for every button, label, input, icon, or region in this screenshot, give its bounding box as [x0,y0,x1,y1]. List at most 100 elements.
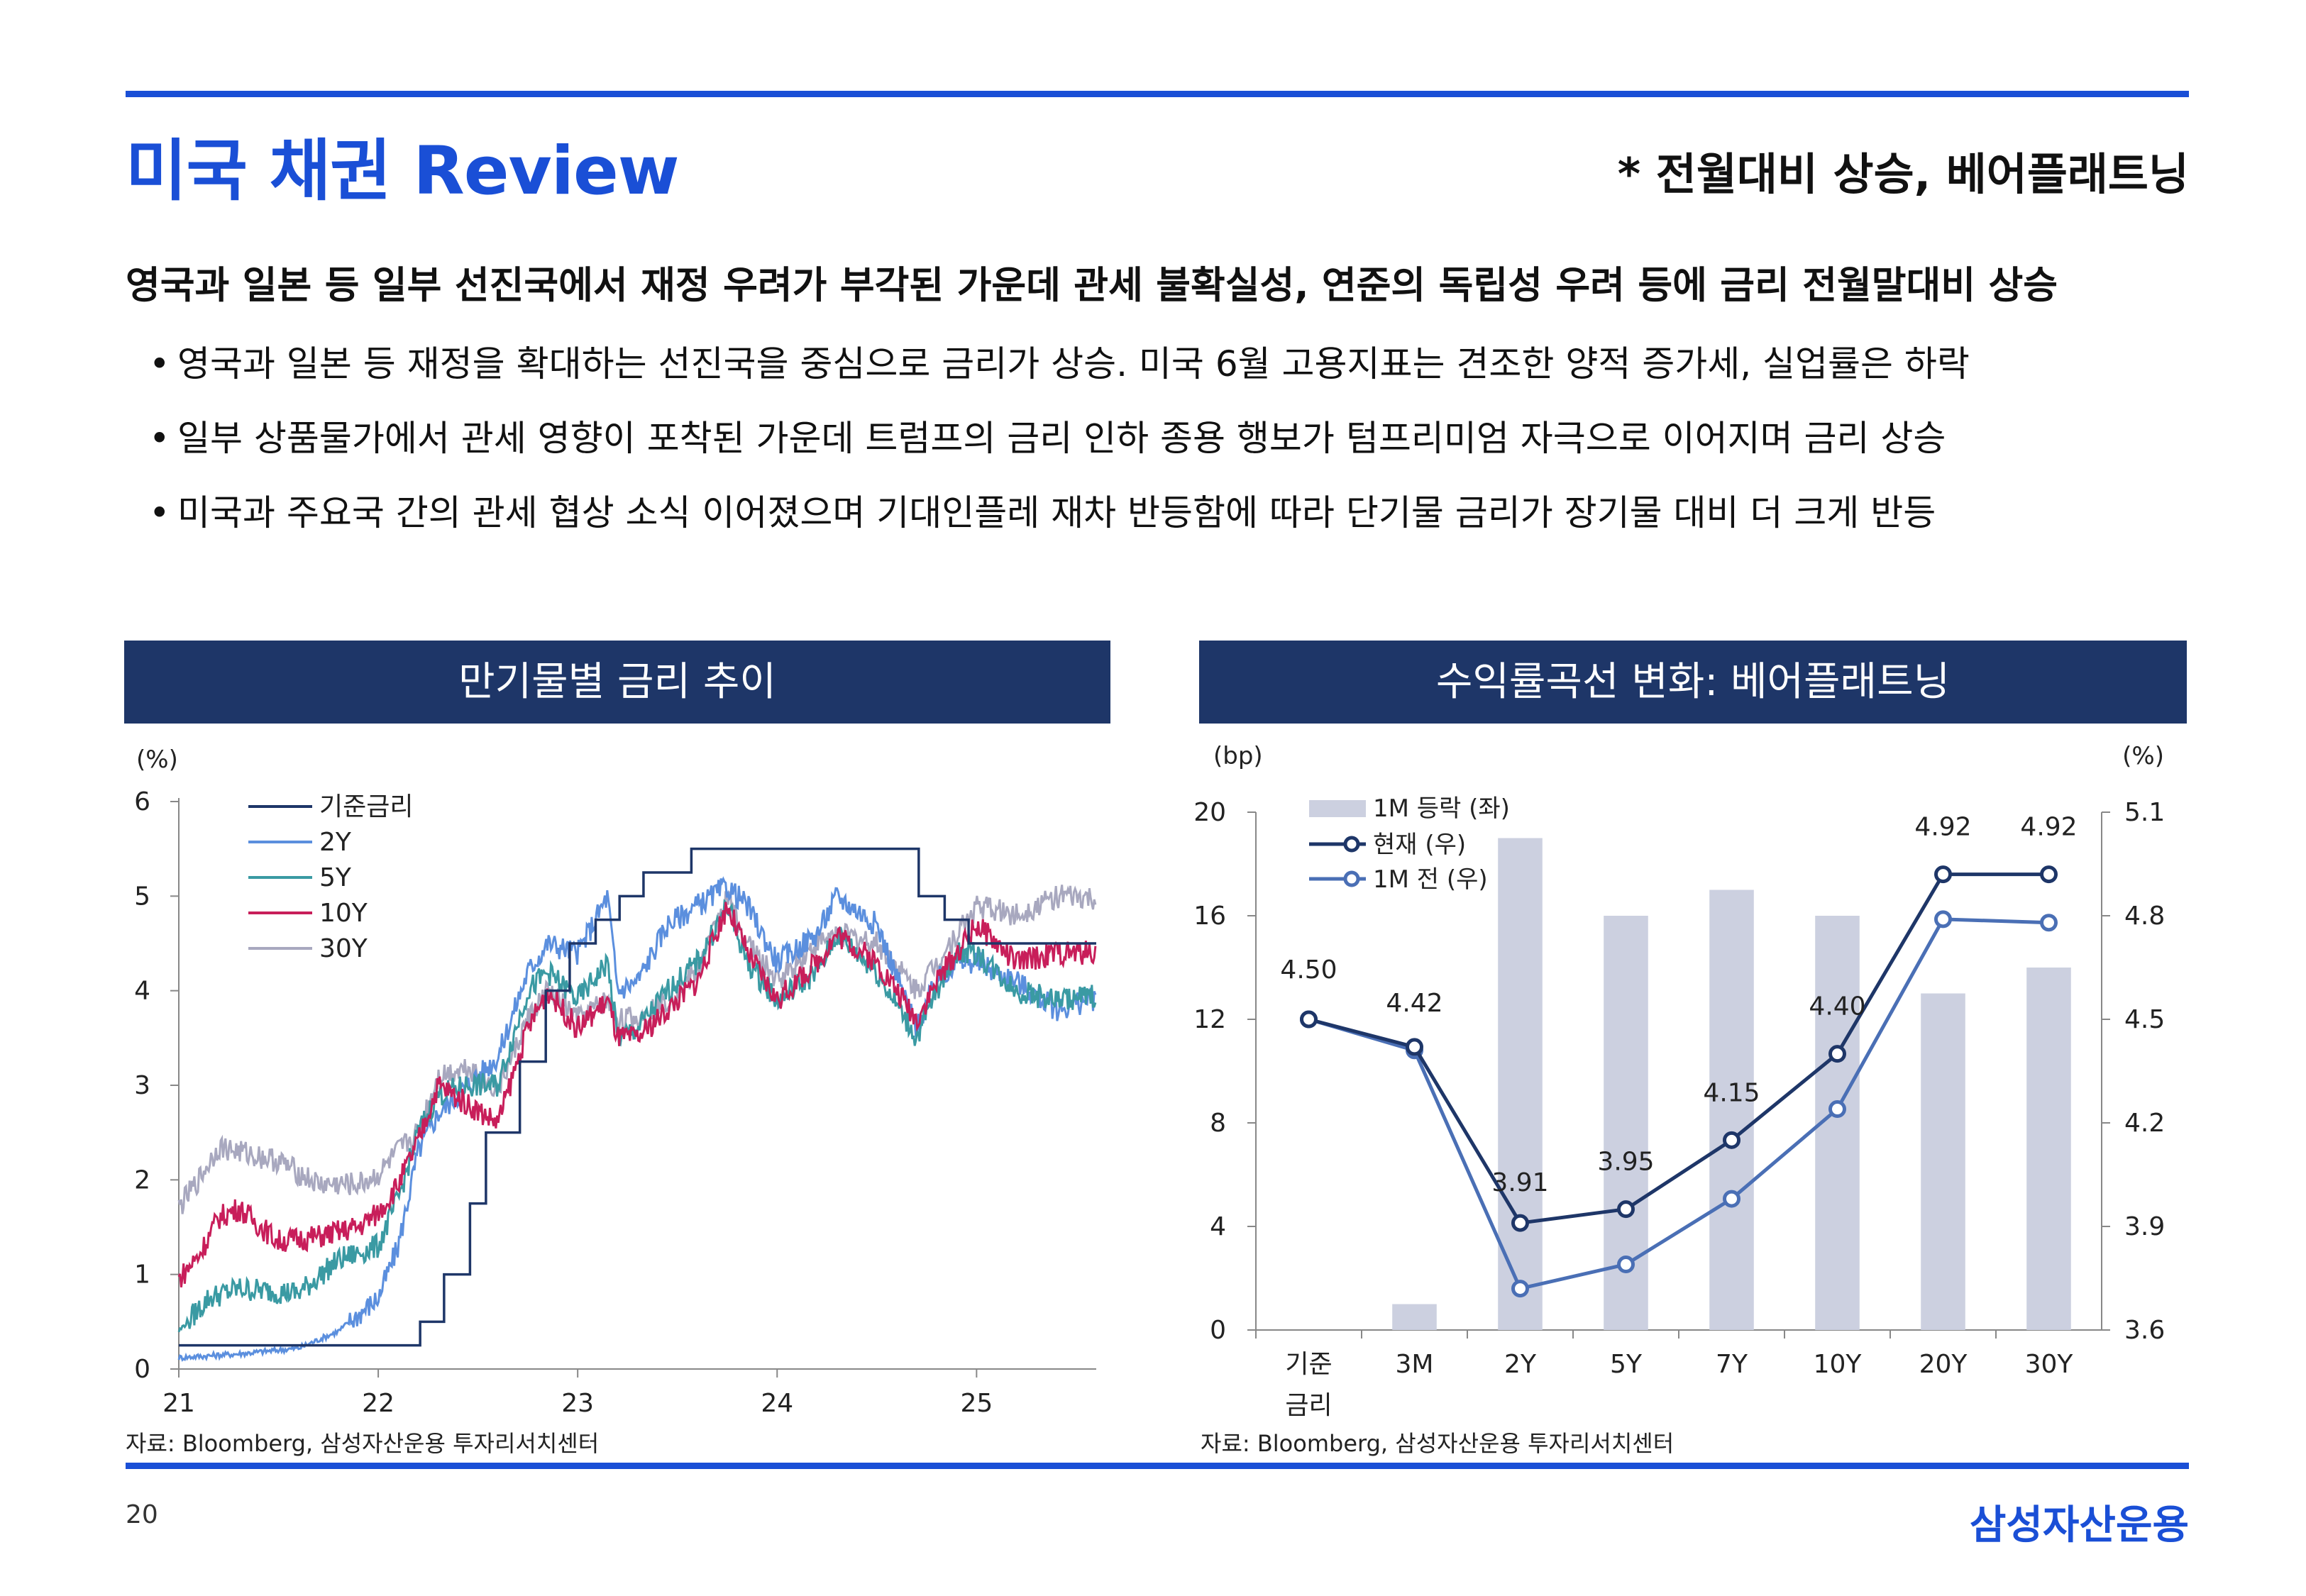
bullet-text: 미국과 주요국 간의 관세 협상 소식 이어졌으며 기대인플레 재차 반등함에 … [177,492,1936,533]
bullet-text: 일부 상품물가에서 관세 영향이 포착된 가운데 트럼프의 금리 인하 종용 행… [177,418,1946,459]
left-tick-label: 4 [1210,1212,1226,1241]
data-label: 4.15 [1703,1078,1760,1107]
legend-label: 기준금리 [319,792,413,821]
left-tick-label: 16 [1193,902,1226,931]
legend-marker-current [1343,836,1360,853]
bar-1m-change [1709,890,1754,1330]
y-tick-label: 5 [134,882,150,911]
legend-label: 10Y [319,899,368,928]
right-tick-label: 3.6 [2124,1316,2165,1345]
x-tick-label: 5Y [1610,1350,1643,1379]
right-tick-label: 5.1 [2124,798,2165,827]
legend-label: 2Y [319,828,352,857]
left-tick-label: 20 [1193,798,1226,827]
x-tick-label: 7Y [1716,1350,1748,1379]
right-tick-label: 4.5 [2124,1005,2165,1034]
bar-1m-change [1392,1304,1437,1330]
line-point-prev [1934,910,1952,929]
legend-label: 현재 (우) [1373,831,1466,859]
left-tick-label: 12 [1193,1005,1226,1034]
page-title: 미국 채권 Review [126,133,680,210]
series-line-30Y [177,885,1097,1214]
left-source: 자료: Bloomberg, 삼성자산운용 투자리서치센터 [126,1430,600,1457]
bullet-symbol: • [149,343,170,384]
bar-1m-change [1498,838,1543,1330]
line-point-current [1934,865,1952,884]
data-label: 4.92 [1914,813,1971,842]
page-number: 20 [126,1500,158,1529]
line-current [1308,872,2049,1225]
x-tick-label: 10Y [1814,1350,1863,1379]
line-point-prev [2040,914,2058,932]
bar-1m-change [2026,968,2071,1330]
bullet-3: • 미국과 주요국 간의 관세 협상 소식 이어졌으며 기대인플레 재차 반등함에… [149,484,1936,536]
data-label: 4.40 [1809,992,1865,1021]
yield-curve-chart: (bp) (%) 0 4 8 12 16 20 3.6 3.9 4.2 4.5 4.8 5.1 기준금리 3M… [1193,742,2165,1420]
left-axis-unit-label: (bp) [1213,742,1263,770]
bullet-2: • 일부 상품물가에서 관세 영향이 포착된 가운데 트럼프의 금리 인하 종용 … [149,410,1946,461]
x-tick-label: 2Y [1504,1350,1537,1379]
x-tick-label: 20Y [1919,1350,1968,1379]
bullet-1: • 영국과 일본 등 재정을 확대하는 선진국을 중심으로 금리가 상승. 미국 … [149,336,1970,387]
series-line-기준금리 [179,847,1096,1347]
line-prev [1308,917,2049,1291]
line-point-prev [1723,1190,1740,1208]
brand-logo: 삼성자산운용 [1969,1502,2189,1548]
header-note: * 전월대비 상승, 베어플래트닝 [1617,148,2189,200]
x-tick-label: 금리 [1285,1391,1332,1420]
y-axis-unit-label: (%) [136,746,178,774]
right-tick-label: 3.9 [2124,1212,2165,1241]
legend-swatch-bar [1309,800,1366,817]
series-line-10Y [177,902,1097,1287]
right-tick-label: 4.8 [2124,902,2165,931]
line-point-current [2040,865,2058,884]
headline: 영국과 일본 등 일부 선진국에서 재정 우려가 부각된 가운데 관세 불확실성… [126,264,2058,307]
top-rule [126,91,2189,97]
line-point-prev [1617,1256,1635,1274]
legend-label: 1M 등락 (좌) [1373,794,1510,823]
right-tick-label: 4.2 [2124,1109,2165,1138]
line-point-current [1828,1045,1846,1063]
right-source: 자료: Bloomberg, 삼성자산운용 투자리서치센터 [1201,1430,1675,1457]
data-label: 3.91 [1491,1168,1548,1197]
line-point-current [1300,1010,1318,1029]
right-axis-unit-label: (%) [2122,742,2164,770]
x-tick-label: 3M [1396,1350,1434,1379]
x-tick-label: 기준 [1285,1350,1332,1379]
legend-marker-prev [1343,870,1360,887]
line-point-current [1511,1214,1529,1232]
legend-label: 1M 전 (우) [1373,865,1488,894]
y-tick-label: 6 [134,787,150,816]
line-point-prev [1511,1280,1529,1298]
legend-label: 30Y [319,934,368,963]
bullet-text: 영국과 일본 등 재정을 확대하는 선진국을 중심으로 금리가 상승. 미국 6… [177,343,1970,384]
data-label: 4.92 [2020,813,2077,842]
x-tick-label: 25 [960,1389,993,1418]
left-tick-label: 0 [1210,1316,1226,1345]
series-line-5Y [177,899,1097,1333]
left-chart-title: 만기물별 금리 추이 [124,641,1110,724]
y-tick-label: 1 [134,1260,150,1290]
data-label: 4.50 [1280,955,1337,985]
bullet-symbol: • [149,492,170,533]
line-point-current [1617,1200,1635,1219]
bullet-symbol: • [149,418,170,459]
line-point-prev [1828,1100,1846,1119]
x-tick-label: 22 [362,1389,395,1418]
data-label: 4.42 [1386,989,1442,1018]
y-tick-label: 0 [134,1355,150,1384]
left-tick-label: 8 [1210,1109,1226,1138]
x-tick-label: 24 [761,1389,793,1418]
y-tick-label: 3 [134,1071,150,1100]
x-tick-label: 21 [162,1389,195,1418]
bar-1m-change [1921,993,1965,1330]
legend-label: 5Y [319,863,352,892]
y-tick-label: 4 [134,977,150,1006]
bottom-rule [126,1463,2189,1469]
line-point-current [1406,1038,1423,1056]
x-tick-label: 23 [561,1389,594,1418]
y-tick-label: 2 [134,1165,150,1195]
data-label: 3.95 [1597,1148,1654,1177]
right-chart-title: 수익률곡선 변화: 베어플래트닝 [1199,641,2187,724]
